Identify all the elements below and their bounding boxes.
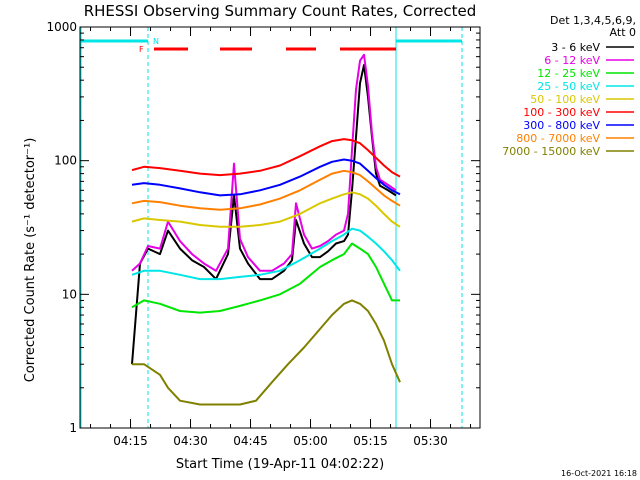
- series-line-1: [131, 64, 397, 365]
- x-tick-label: 05:00: [293, 434, 328, 448]
- legend-header-line: Det 1,3,4,5,6,9,: [550, 14, 636, 27]
- series-line-4: [131, 227, 401, 281]
- footer-date: 16-Oct-2021 16:18: [561, 469, 637, 478]
- series-line-5: [131, 191, 401, 228]
- night-flag-label: N: [153, 37, 159, 46]
- legend-label-9: 7000 - 15000 keV: [502, 145, 600, 158]
- series-line-7: [131, 158, 401, 197]
- x-tick-label: 04:15: [113, 434, 148, 448]
- y-tick-label: 10: [62, 287, 77, 301]
- legend-label-4: 25 - 50 keV: [537, 80, 600, 93]
- flare-flag-label: F: [139, 45, 144, 54]
- legend-label-7: 300 - 800 keV: [523, 119, 600, 132]
- x-axis-label: Start Time (19-Apr-11 04:02:22): [176, 457, 384, 472]
- series-line-2: [131, 53, 397, 272]
- legend-header-line: Att 0: [610, 26, 636, 39]
- legend-label-6: 100 - 300 keV: [523, 106, 600, 119]
- y-tick-label: 1: [69, 421, 77, 435]
- legend-label-2: 6 - 12 keV: [544, 54, 600, 67]
- series-line-8: [131, 169, 401, 211]
- chart-title: RHESSI Observing Summary Count Rates, Co…: [84, 2, 477, 20]
- y-tick-label: 100: [54, 154, 77, 168]
- legend-label-1: 3 - 6 keV: [551, 41, 600, 54]
- legend-label-5: 50 - 100 keV: [530, 93, 600, 106]
- legend-label-3: 12 - 25 keV: [537, 67, 600, 80]
- x-tick-label: 05:30: [413, 434, 448, 448]
- x-tick-label: 05:15: [353, 434, 388, 448]
- axes-layer: 1 10 100 1000 04:15 04:30 04:45 05:00 05:15 05:30: [46, 20, 481, 448]
- plot-frame: [79, 26, 481, 429]
- y-axis-label: Corrected Count Rate (s⁻¹ detector⁻¹): [23, 138, 38, 383]
- series-line-6: [131, 138, 401, 178]
- series-line-3: [131, 242, 400, 314]
- x-tick-label: 04:45: [233, 434, 268, 448]
- series-line-9: [132, 299, 401, 406]
- series-layer: [131, 53, 401, 406]
- legend-label-8: 800 - 7000 keV: [516, 132, 600, 145]
- flags-layer: NF: [80, 27, 463, 428]
- y-tick-label: 1000: [46, 20, 77, 34]
- x-tick-label: 04:30: [173, 434, 208, 448]
